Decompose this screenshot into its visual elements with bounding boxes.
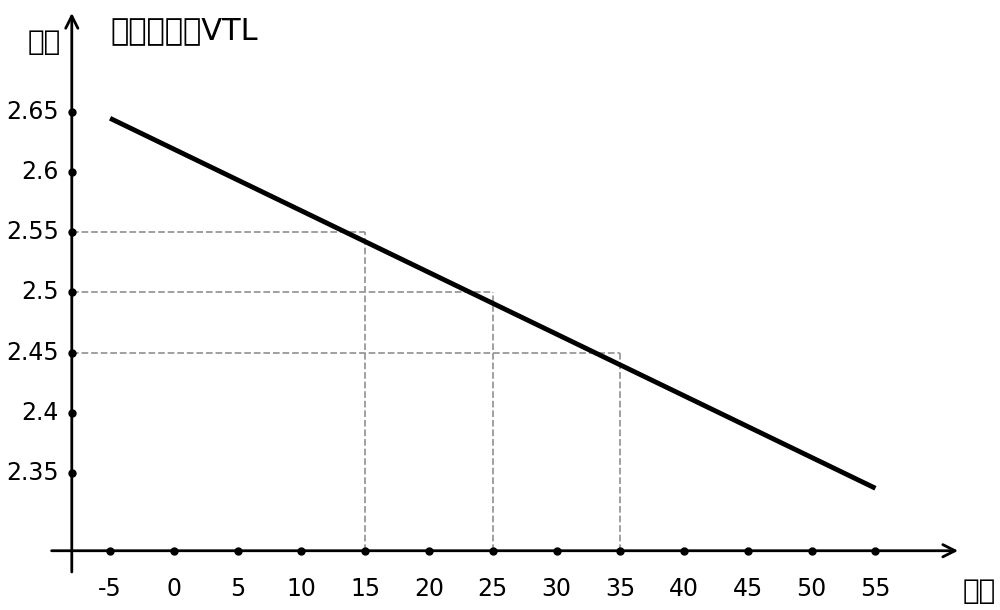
Text: 2.5: 2.5	[21, 281, 59, 304]
Text: 2.45: 2.45	[6, 340, 59, 365]
Text: 电压: 电压	[27, 28, 60, 56]
Text: 0: 0	[166, 577, 181, 601]
Text: 10: 10	[286, 577, 316, 601]
Text: 2.6: 2.6	[22, 160, 59, 184]
Text: 50: 50	[797, 577, 827, 601]
Text: -5: -5	[98, 577, 122, 601]
Text: 40: 40	[669, 577, 699, 601]
Text: 5: 5	[230, 577, 245, 601]
Text: 45: 45	[733, 577, 763, 601]
Text: 15: 15	[350, 577, 380, 601]
Text: 55: 55	[860, 577, 891, 601]
Text: 20: 20	[414, 577, 444, 601]
Text: 2.55: 2.55	[6, 220, 59, 245]
Text: 2.4: 2.4	[22, 401, 59, 425]
Text: 30: 30	[542, 577, 572, 601]
Text: 温度: 温度	[962, 577, 995, 605]
Text: 25: 25	[478, 577, 508, 601]
Text: 2.65: 2.65	[6, 100, 59, 124]
Text: 2.35: 2.35	[6, 461, 59, 485]
Text: 负特性电压VTL: 负特性电压VTL	[110, 16, 258, 45]
Text: 35: 35	[605, 577, 635, 601]
